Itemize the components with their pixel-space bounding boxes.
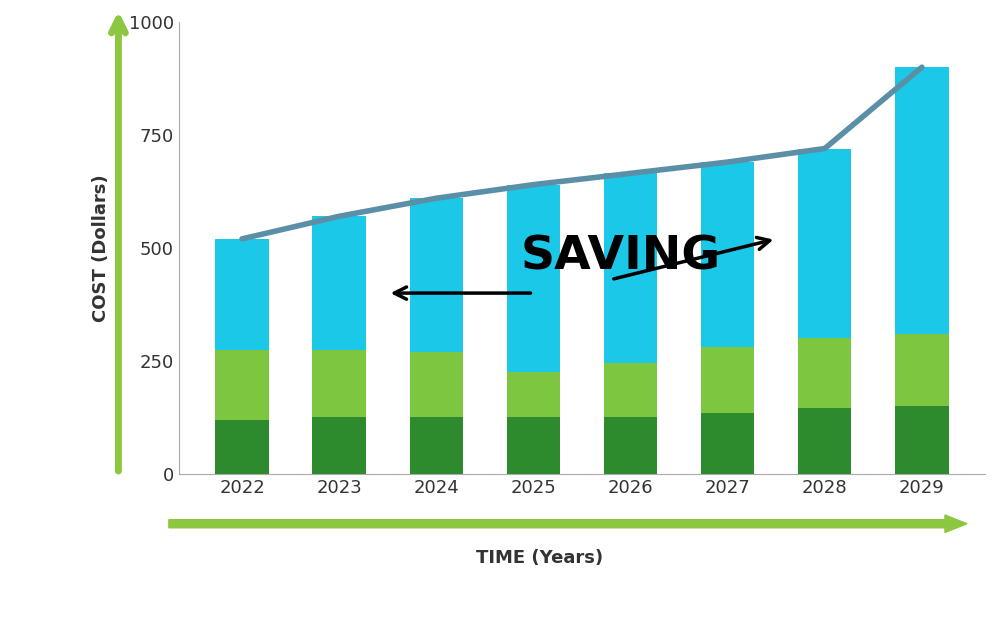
Bar [507, 372, 560, 417]
Bar [215, 239, 269, 349]
Bar [895, 67, 949, 334]
Bar [312, 217, 366, 349]
Bar [410, 198, 463, 352]
Bar [895, 406, 949, 474]
Bar [701, 348, 754, 413]
Bar [507, 185, 560, 372]
Bar [507, 417, 560, 474]
Bar [895, 334, 949, 406]
Text: SAVING: SAVING [521, 235, 721, 280]
Bar [604, 363, 657, 417]
Bar [410, 417, 463, 474]
Bar [604, 173, 657, 363]
Bar [701, 413, 754, 474]
Y-axis label: COST (Dollars): COST (Dollars) [92, 174, 110, 322]
Bar [701, 162, 754, 348]
Text: TIME (Years): TIME (Years) [476, 548, 604, 567]
Bar [410, 352, 463, 417]
Bar [312, 349, 366, 417]
Bar [312, 417, 366, 474]
Bar [798, 408, 851, 474]
Bar [798, 149, 851, 338]
Bar [604, 417, 657, 474]
Bar [215, 419, 269, 474]
Bar [215, 349, 269, 419]
Bar [798, 338, 851, 408]
